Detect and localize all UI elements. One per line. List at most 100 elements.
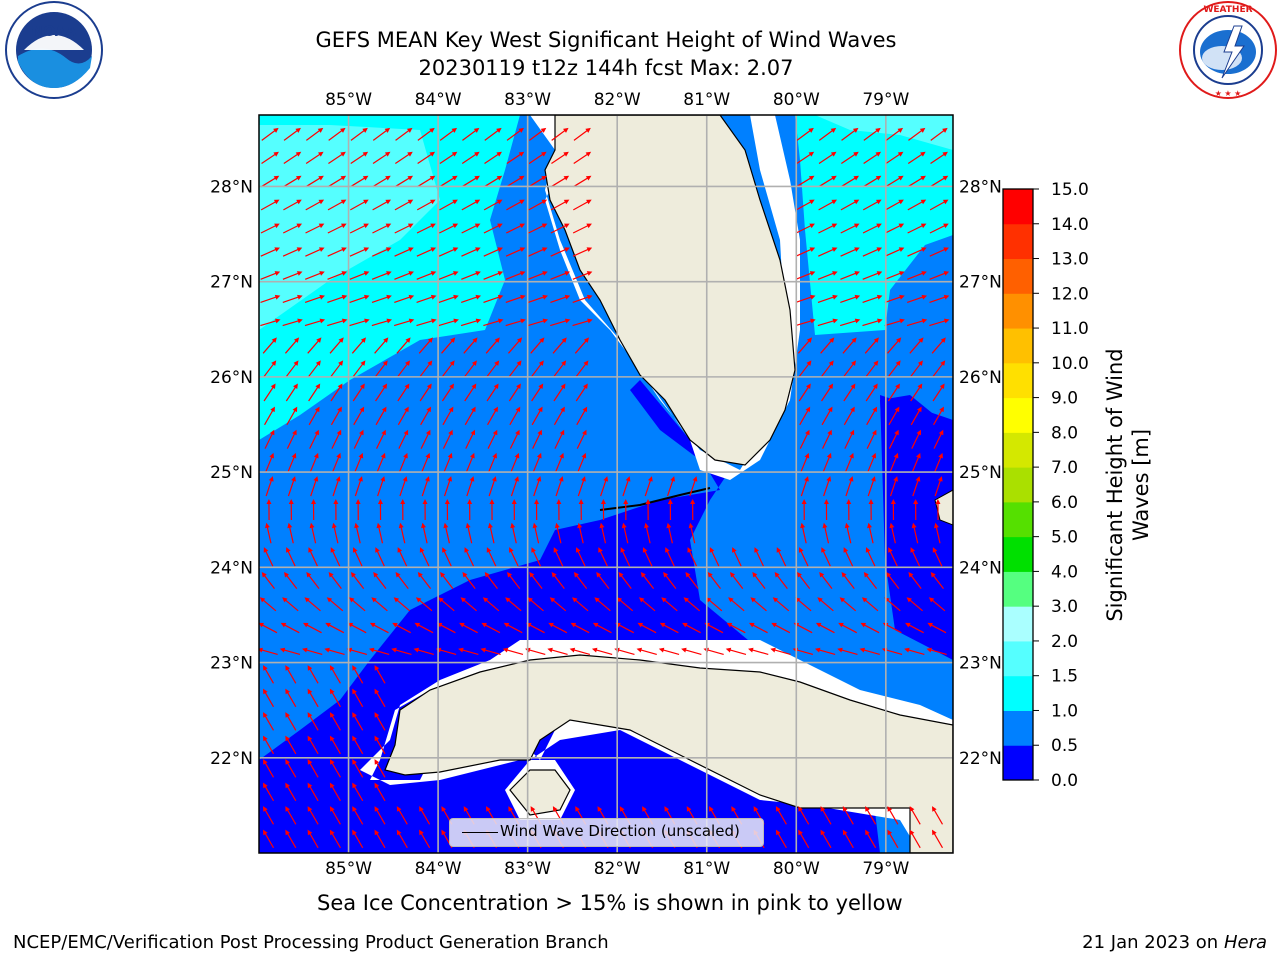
wind-wave-arrow-head [279,647,286,653]
wind-wave-arrow-head [658,647,665,653]
wind-wave-arrow [578,525,584,544]
wind-wave-arrow-head [640,571,646,578]
wind-wave-arrow [887,339,900,354]
wind-wave-arrow [286,432,296,449]
wind-wave-arrow-head [943,294,950,300]
wind-wave-arrow-head [871,429,877,436]
wind-wave-arrow [328,152,344,165]
wind-wave-arrow-head [429,175,436,181]
wind-wave-arrow-head [771,622,777,628]
wind-wave-arrow-head [463,806,469,812]
wind-wave-arrow-head [358,452,364,459]
wind-wave-arrow [909,339,923,354]
wind-wave-arrow [440,598,455,612]
wind-wave-arrow [729,623,746,634]
colorbar-swatch [1003,710,1033,746]
wind-wave-arrow-head [452,223,459,229]
wind-wave-arrow [930,598,946,612]
wind-wave-arrow [396,339,410,354]
wind-wave-arrow [621,549,631,567]
wind-wave-arrow-head [518,175,525,181]
wind-wave-arrow [907,176,924,188]
wind-wave-arrow [506,623,523,634]
wind-wave-arrow [353,761,364,778]
wind-wave-arrow [464,408,475,426]
wind-wave-arrow [550,649,568,655]
footer-left: NCEP/EMC/Verification Post Processing Pr… [13,932,609,953]
wind-wave-arrow [483,248,501,257]
wind-wave-arrow [463,339,477,354]
wind-wave-arrow-head [578,499,584,505]
lon-tick-label-bottom: 82°W [594,859,641,879]
wind-wave-arrow-head [898,223,905,229]
wind-wave-arrow-head [618,571,624,578]
wind-wave-arrow [795,248,813,257]
wind-wave-arrow [867,455,876,473]
wind-wave-arrow-head [872,383,878,390]
wind-wave-arrow [394,152,411,165]
wind-wave-arrow [465,455,474,473]
wind-wave-arrow-head [453,294,459,300]
wind-wave-arrow [461,623,478,634]
wind-wave-arrow-head [273,127,279,133]
wind-wave-arrow [283,176,300,188]
wind-wave-arrow [307,339,320,354]
noaa-logo-text: NOAA [32,24,77,40]
wind-wave-arrow [817,272,836,280]
wind-wave-arrow [460,319,479,327]
wind-wave-arrow-head [844,522,850,529]
wind-wave-arrow [800,478,808,497]
wind-wave-arrow-head [827,429,832,436]
wind-wave-arrow [328,129,344,141]
wind-wave-arrow-head [381,429,386,436]
wind-wave-arrow-head [266,499,272,505]
wind-wave-arrow [327,200,345,211]
wind-wave-arrow [261,129,277,141]
wind-wave-arrow [844,432,854,449]
wind-wave-arrow-head [637,622,644,628]
wind-wave-arrow [710,549,720,567]
wind-wave-arrow [798,573,811,590]
wind-wave-arrow-head [414,622,421,628]
wind-wave-arrow-head [484,571,490,578]
wind-wave-arrow-head [830,151,837,157]
wind-wave-arrow [622,478,630,497]
wind-wave-arrow [309,549,318,567]
lat-tick-label-right: 24°N [959,558,1002,578]
wind-wave-arrow-head [329,829,335,836]
wind-wave-arrow-head [798,829,803,836]
wind-wave-arrow [552,362,565,378]
wind-wave-arrow-head [507,571,513,578]
wind-wave-arrow-head [821,547,826,553]
wind-wave-arrow [505,272,523,280]
wind-wave-arrow-head [806,337,813,343]
colorbar-swatch [1003,606,1033,642]
wind-wave-arrow [884,295,903,304]
wind-wave-arrow [527,649,546,655]
wind-wave-arrow [286,408,297,426]
wind-wave-arrow [934,478,942,497]
wind-wave-arrow [349,295,367,304]
wind-wave-arrow [862,224,880,234]
wind-wave-arrow [260,224,278,234]
wind-wave-arrow-head [539,337,545,343]
wind-wave-arrow [599,549,608,567]
wind-wave-arrow [907,224,925,234]
wind-wave-arrow-head [709,806,714,812]
wind-wave-arrow-head [288,499,294,505]
wind-wave-arrow-head [850,406,855,413]
wind-wave-arrow [884,319,903,327]
wind-wave-arrow-head [285,735,290,742]
wind-wave-arrow-head [942,199,949,205]
wind-wave-arrow-head [915,476,921,482]
wind-wave-arrow [283,152,300,165]
wind-wave-arrow [908,129,924,141]
colorbar-swatch [1003,536,1033,572]
wind-wave-arrow [350,152,367,165]
wind-wave-arrow-head [667,499,673,505]
colorbar-swatch [1003,571,1033,607]
wind-wave-arrow [818,200,835,211]
wind-wave-arrow [511,525,517,544]
wind-wave-arrow-head [854,294,861,300]
wind-wave-arrow-head [408,294,415,300]
